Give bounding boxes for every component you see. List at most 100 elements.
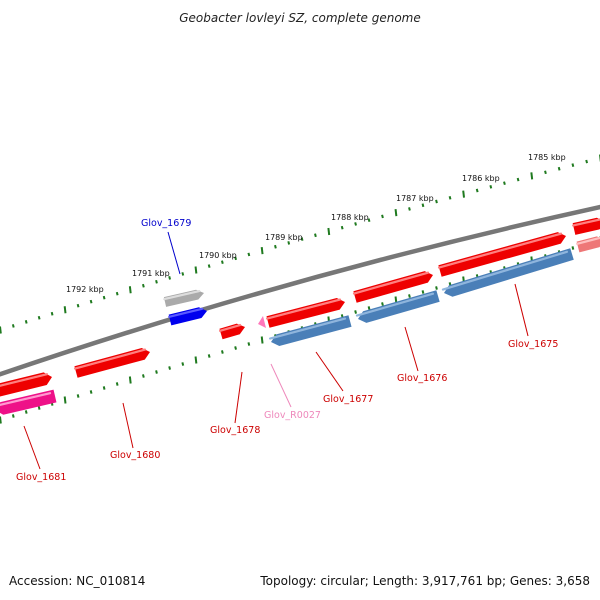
gene-arrow-highlight (441, 250, 569, 291)
kbp-label: 1791 kbp (132, 269, 170, 278)
gene-arrow (438, 232, 566, 277)
tick-mark (37, 315, 41, 320)
tick-mark (516, 177, 520, 182)
tick-mark (142, 374, 145, 378)
gene-arrow-highlight (352, 271, 430, 295)
tick-mark (327, 227, 331, 236)
kbp-label: 1789 kbp (265, 233, 303, 242)
tick-mark (89, 390, 93, 394)
tick-mark (220, 260, 224, 265)
gene-label[interactable]: Glov_1681 (16, 472, 66, 483)
gene-arrow-highlight (218, 323, 242, 332)
leader-line (315, 351, 344, 392)
tick-mark (381, 214, 384, 219)
tick-mark (462, 190, 466, 198)
gene-label[interactable]: Glov_1676 (397, 373, 447, 384)
tick-mark (155, 279, 158, 284)
kbp-label: 1786 kbp (462, 174, 500, 183)
tick-mark (421, 203, 425, 208)
tick-mark (63, 306, 67, 314)
tick-mark (0, 416, 2, 424)
gene-label[interactable]: Glov_1678 (210, 425, 260, 436)
gene-arrow-highlight (0, 373, 49, 387)
tick-mark (181, 362, 185, 366)
leader-line (167, 231, 181, 275)
tick-mark (530, 172, 534, 180)
kbp-label: 1787 kbp (396, 194, 434, 203)
leader-line (514, 283, 529, 337)
map-title: Geobacter lovleyi SZ, complete genome (179, 11, 421, 25)
tick-mark (435, 199, 438, 204)
tick-mark (207, 264, 211, 268)
gene-arrow (353, 271, 433, 303)
tick-mark (408, 294, 411, 298)
gene-label[interactable]: Glov_1679 (141, 218, 191, 229)
gene-arrow-highlight (73, 348, 147, 370)
tick-mark (220, 350, 224, 354)
tick-mark (571, 246, 575, 250)
tick-mark (544, 170, 547, 175)
tick-mark (11, 414, 15, 418)
tick-mark (435, 286, 438, 290)
tick-mark (354, 222, 357, 226)
tick-mark (503, 181, 506, 186)
kbp-label: 1785 kbp (528, 153, 566, 162)
kbp-label: 1790 kbp (199, 251, 237, 260)
gene-arrow-highlight (268, 317, 347, 340)
tick-mark (115, 382, 119, 386)
gene-features (0, 217, 600, 415)
gene-arrow-highlight (355, 292, 435, 317)
tick-mark (394, 209, 398, 217)
tick-mark (76, 303, 80, 308)
gene-label[interactable]: Glov_1675 (508, 339, 558, 350)
gene-arrow-highlight (265, 298, 342, 320)
tick-mark (314, 233, 317, 238)
genome-backbone (0, 204, 600, 377)
gene-arrow-highlight (576, 236, 600, 245)
rna-marker (258, 316, 266, 328)
tick-mark (421, 290, 425, 294)
tick-mark (11, 324, 15, 328)
gene-label[interactable]: Glov_1680 (110, 450, 160, 461)
gene-label[interactable]: Glov_1677 (323, 394, 373, 405)
gene-label[interactable]: Glov_R0027 (264, 410, 321, 421)
tick-mark (247, 252, 251, 257)
tick-mark (37, 406, 41, 410)
gene-arrow-highlight (168, 307, 204, 318)
tick-mark (557, 166, 561, 171)
accession-text: Accession: NC_010814 (9, 574, 146, 588)
tick-mark (194, 356, 198, 364)
tick-mark (89, 299, 93, 304)
tick-mark (489, 184, 493, 189)
gene-arrow-highlight (572, 218, 600, 227)
tick-mark (247, 342, 251, 346)
tick-mark (50, 311, 54, 316)
gene-arrow (163, 289, 204, 307)
tick-mark (24, 320, 28, 324)
gene-arrow-highlight (437, 232, 563, 269)
tick-mark (260, 336, 264, 344)
gene-arrow (219, 323, 245, 340)
tick-mark (128, 376, 132, 384)
tick-mark (234, 346, 237, 350)
tick-mark (234, 256, 237, 261)
tick-mark (128, 286, 132, 294)
gene-arrow-highlight (163, 289, 201, 301)
leader-line (234, 371, 243, 424)
tick-mark (585, 159, 589, 164)
gene-arrow (74, 348, 150, 378)
gene-arrow-highlight (0, 392, 52, 406)
leader-line (23, 425, 41, 470)
tick-mark (155, 370, 158, 374)
gene-arrow (0, 372, 52, 397)
kbp-label: 1788 kbp (331, 213, 369, 222)
tick-mark (63, 396, 67, 404)
tick-mark (181, 272, 185, 276)
tick-mark (408, 207, 411, 211)
scale-ticks (0, 154, 600, 424)
gene-arrow (168, 307, 207, 326)
tick-mark (168, 276, 171, 280)
tick-mark (0, 326, 2, 334)
tick-mark (24, 410, 28, 414)
